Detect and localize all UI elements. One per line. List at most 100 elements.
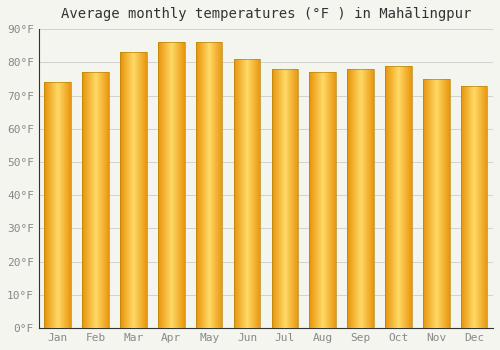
- Bar: [478, 85, 479, 328]
- Bar: [296, 69, 297, 328]
- Bar: [473, 85, 474, 328]
- Bar: [315, 72, 316, 328]
- Bar: [363, 69, 364, 328]
- Bar: [62, 82, 63, 328]
- Bar: [68, 82, 69, 328]
- Bar: [295, 69, 296, 328]
- Bar: [125, 52, 126, 328]
- Bar: [121, 52, 122, 328]
- Bar: [482, 85, 484, 328]
- Bar: [105, 72, 106, 328]
- Bar: [291, 69, 292, 328]
- Bar: [235, 59, 236, 328]
- Bar: [51, 82, 52, 328]
- Bar: [218, 42, 219, 328]
- Bar: [391, 65, 392, 328]
- Bar: [97, 72, 98, 328]
- Bar: [131, 52, 132, 328]
- Bar: [89, 72, 90, 328]
- Bar: [396, 65, 397, 328]
- Bar: [50, 82, 51, 328]
- Bar: [441, 79, 442, 328]
- Bar: [285, 69, 286, 328]
- Bar: [63, 82, 64, 328]
- Bar: [207, 42, 208, 328]
- Bar: [465, 85, 466, 328]
- Bar: [313, 72, 314, 328]
- Bar: [423, 79, 450, 328]
- Bar: [137, 52, 138, 328]
- Bar: [158, 42, 160, 328]
- Bar: [254, 59, 255, 328]
- Bar: [403, 65, 404, 328]
- Bar: [234, 59, 260, 328]
- Bar: [322, 72, 324, 328]
- Bar: [404, 65, 405, 328]
- Bar: [102, 72, 103, 328]
- Bar: [401, 65, 402, 328]
- Bar: [69, 82, 70, 328]
- Bar: [247, 59, 248, 328]
- Bar: [214, 42, 215, 328]
- Bar: [251, 59, 252, 328]
- Bar: [334, 72, 336, 328]
- Bar: [49, 82, 50, 328]
- Bar: [70, 82, 71, 328]
- Bar: [352, 69, 354, 328]
- Bar: [272, 69, 273, 328]
- Bar: [328, 72, 330, 328]
- Bar: [394, 65, 395, 328]
- Bar: [95, 72, 96, 328]
- Bar: [360, 69, 361, 328]
- Bar: [409, 65, 410, 328]
- Bar: [101, 72, 102, 328]
- Bar: [103, 72, 104, 328]
- Bar: [135, 52, 136, 328]
- Bar: [257, 59, 258, 328]
- Bar: [252, 59, 253, 328]
- Bar: [90, 72, 91, 328]
- Bar: [472, 85, 473, 328]
- Bar: [45, 82, 46, 328]
- Bar: [361, 69, 362, 328]
- Bar: [438, 79, 439, 328]
- Bar: [215, 42, 216, 328]
- Bar: [444, 79, 445, 328]
- Bar: [183, 42, 184, 328]
- Bar: [461, 85, 487, 328]
- Bar: [276, 69, 277, 328]
- Bar: [399, 65, 400, 328]
- Bar: [92, 72, 93, 328]
- Bar: [243, 59, 244, 328]
- Bar: [94, 72, 95, 328]
- Bar: [133, 52, 134, 328]
- Bar: [356, 69, 358, 328]
- Bar: [217, 42, 218, 328]
- Bar: [278, 69, 279, 328]
- Bar: [205, 42, 206, 328]
- Bar: [211, 42, 212, 328]
- Bar: [471, 85, 472, 328]
- Bar: [248, 59, 249, 328]
- Bar: [314, 72, 315, 328]
- Bar: [134, 52, 135, 328]
- Bar: [462, 85, 463, 328]
- Bar: [481, 85, 482, 328]
- Bar: [469, 85, 470, 328]
- Bar: [60, 82, 61, 328]
- Bar: [362, 69, 363, 328]
- Bar: [387, 65, 388, 328]
- Bar: [82, 72, 109, 328]
- Bar: [397, 65, 398, 328]
- Bar: [437, 79, 438, 328]
- Bar: [58, 82, 59, 328]
- Bar: [445, 79, 446, 328]
- Bar: [203, 42, 204, 328]
- Bar: [476, 85, 477, 328]
- Bar: [348, 69, 350, 328]
- Bar: [52, 82, 53, 328]
- Bar: [107, 72, 108, 328]
- Bar: [87, 72, 88, 328]
- Bar: [434, 79, 435, 328]
- Bar: [275, 69, 276, 328]
